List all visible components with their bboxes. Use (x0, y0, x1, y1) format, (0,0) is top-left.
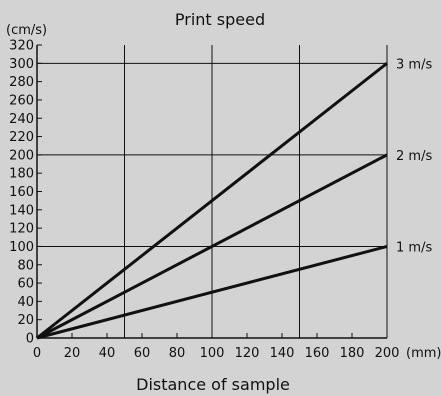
y-tick-label-220: 220 (9, 130, 34, 145)
y-tick-label-160: 160 (9, 185, 34, 200)
x-tick-label-20: 20 (64, 346, 81, 361)
x-tick-label-200: 200 (375, 346, 400, 361)
y-tick-label-280: 280 (9, 75, 34, 90)
series-label-1: 1 m/s (396, 240, 432, 255)
y-tick-label-60: 60 (17, 277, 34, 292)
series-line-2 (36, 153, 388, 340)
x-tick-label-100: 100 (200, 346, 225, 361)
series-label-2: 2 m/s (396, 149, 432, 164)
y-tick-label-0: 0 (26, 332, 34, 347)
x-tick-label-160: 160 (305, 346, 330, 361)
series-line-3 (36, 62, 388, 340)
x-tick-label-40: 40 (99, 346, 116, 361)
x-axis-title: Distance of sample (136, 375, 290, 394)
y-unit-label: (cm/s) (6, 23, 47, 38)
y-tick-label-100: 100 (9, 240, 34, 255)
y-tick-label-260: 260 (9, 93, 34, 108)
x-tick-label-180: 180 (340, 346, 365, 361)
y-tick-label-40: 40 (17, 295, 34, 310)
y-tick-label-320: 320 (9, 39, 34, 54)
grid (37, 45, 388, 338)
x-tick-label-140: 140 (270, 346, 295, 361)
y-tick-label-140: 140 (9, 203, 34, 218)
y-tick-label-120: 120 (9, 222, 34, 237)
x-tick-label-60: 60 (134, 346, 151, 361)
y-tick-label-20: 20 (17, 313, 34, 328)
series-line-1 (36, 244, 388, 340)
x-tick-label-80: 80 (169, 346, 186, 361)
axes: 0204060801001201401601802002202402602803… (9, 39, 399, 362)
series-label-3: 3 m/s (396, 57, 432, 72)
y-tick-label-80: 80 (17, 258, 34, 273)
x-tick-label-0: 0 (33, 346, 41, 361)
y-tick-label-200: 200 (9, 148, 34, 163)
y-tick-label-180: 180 (9, 167, 34, 182)
series: 1 m/s 2 m/s 3 m/s (36, 57, 432, 340)
chart-title: Print speed (175, 10, 265, 29)
y-tick-label-300: 300 (9, 57, 34, 72)
x-unit-label: (mm) (406, 346, 441, 361)
y-tick-label-240: 240 (9, 112, 34, 127)
x-tick-label-120: 120 (235, 346, 260, 361)
